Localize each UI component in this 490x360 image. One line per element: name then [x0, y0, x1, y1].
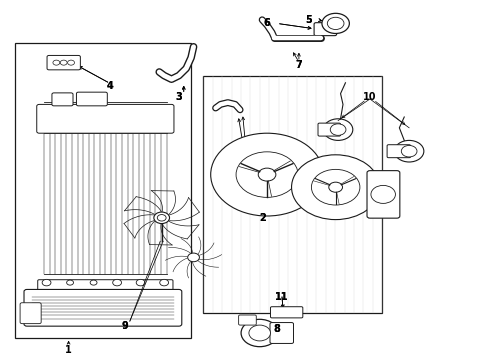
FancyBboxPatch shape: [239, 315, 256, 325]
FancyBboxPatch shape: [387, 145, 411, 158]
Text: 3: 3: [175, 92, 182, 102]
Circle shape: [113, 279, 122, 286]
Circle shape: [136, 279, 145, 286]
Circle shape: [394, 140, 424, 162]
Text: 9: 9: [122, 321, 128, 331]
Circle shape: [241, 319, 278, 347]
FancyBboxPatch shape: [314, 23, 337, 36]
FancyBboxPatch shape: [318, 123, 341, 136]
Circle shape: [327, 17, 344, 30]
Text: 4: 4: [107, 81, 114, 91]
FancyBboxPatch shape: [52, 93, 73, 106]
Circle shape: [188, 253, 199, 262]
FancyBboxPatch shape: [76, 92, 107, 106]
Circle shape: [154, 212, 170, 224]
Circle shape: [236, 152, 298, 197]
FancyBboxPatch shape: [37, 104, 174, 133]
Text: 6: 6: [264, 18, 270, 28]
Circle shape: [312, 170, 360, 205]
Text: 2: 2: [259, 213, 266, 223]
Circle shape: [292, 155, 380, 220]
FancyBboxPatch shape: [367, 171, 400, 218]
Circle shape: [323, 119, 353, 140]
Circle shape: [160, 279, 169, 286]
FancyBboxPatch shape: [38, 280, 173, 291]
Text: 5: 5: [305, 15, 312, 25]
Text: 8: 8: [273, 324, 280, 334]
Circle shape: [330, 124, 346, 135]
Text: 1: 1: [65, 345, 72, 355]
FancyBboxPatch shape: [20, 303, 41, 324]
Circle shape: [67, 280, 74, 285]
Circle shape: [322, 13, 349, 33]
Circle shape: [329, 182, 343, 192]
Polygon shape: [203, 76, 382, 313]
Text: 11: 11: [275, 292, 289, 302]
Text: 5: 5: [305, 15, 312, 25]
Text: 6: 6: [264, 18, 270, 28]
FancyBboxPatch shape: [24, 289, 182, 326]
Circle shape: [401, 145, 417, 157]
Circle shape: [258, 168, 276, 181]
Circle shape: [68, 60, 74, 65]
Text: 9: 9: [122, 321, 128, 331]
Circle shape: [157, 215, 166, 221]
FancyBboxPatch shape: [47, 55, 80, 70]
Bar: [15, 43, 191, 338]
FancyBboxPatch shape: [270, 307, 303, 318]
Text: 4: 4: [107, 81, 114, 91]
Text: 2: 2: [259, 213, 266, 223]
Text: 7: 7: [295, 60, 302, 70]
Text: 8: 8: [273, 324, 280, 334]
Circle shape: [90, 280, 97, 285]
Circle shape: [249, 325, 270, 341]
Text: 7: 7: [295, 60, 302, 70]
Text: 3: 3: [175, 92, 182, 102]
Text: 10: 10: [363, 92, 377, 102]
Circle shape: [60, 60, 67, 65]
Circle shape: [211, 133, 323, 216]
Circle shape: [371, 185, 395, 203]
FancyBboxPatch shape: [270, 323, 294, 343]
Circle shape: [42, 279, 51, 286]
Circle shape: [53, 60, 60, 65]
Text: 11: 11: [275, 292, 289, 302]
